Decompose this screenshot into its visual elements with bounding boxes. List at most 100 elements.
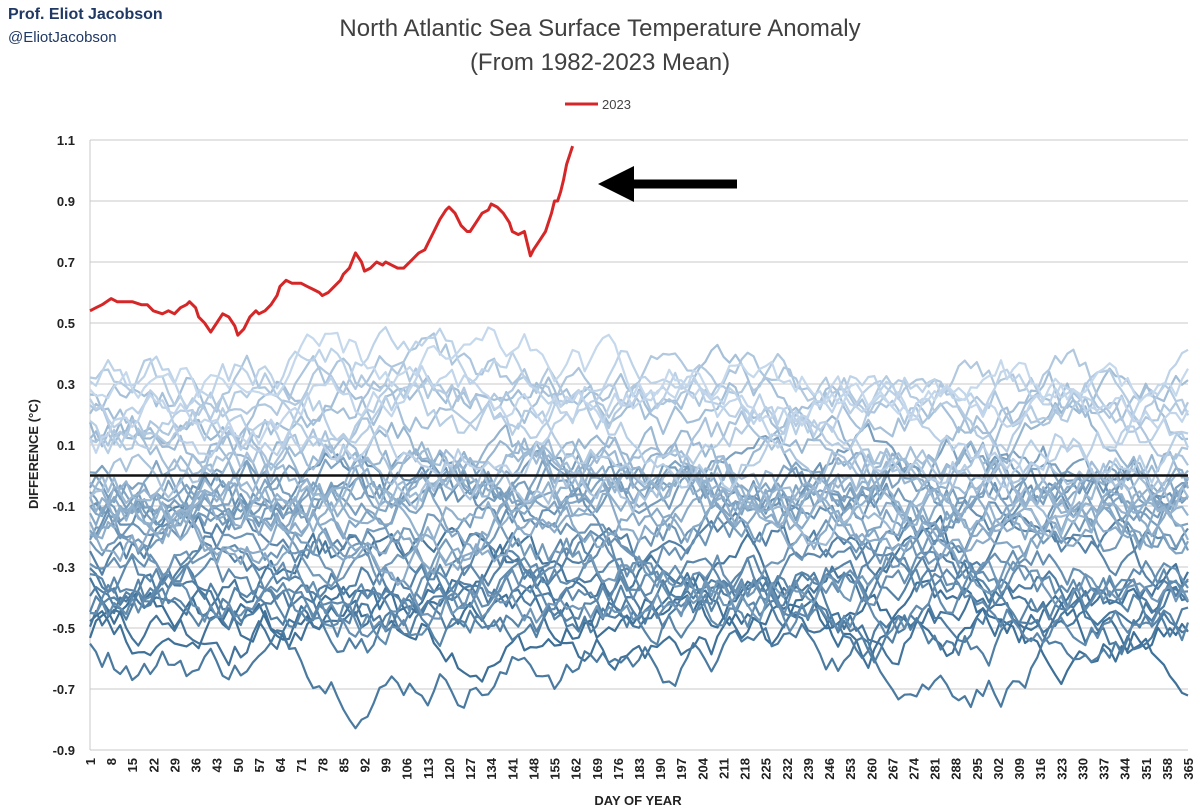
x-tick-label: 232	[780, 758, 795, 780]
x-tick-label: 358	[1160, 758, 1175, 780]
x-tick-label: 106	[400, 758, 415, 780]
historical-year-line	[89, 348, 1189, 447]
y-tick-label: 1.1	[57, 133, 75, 148]
x-tick-label: 169	[590, 758, 605, 780]
legend-label-2023: 2023	[602, 97, 631, 112]
x-tick-label: 239	[801, 758, 816, 780]
chart-title: North Atlantic Sea Surface Temperature A…	[339, 15, 861, 42]
x-tick-label: 64	[273, 757, 288, 772]
x-tick-label: 365	[1181, 758, 1196, 780]
y-tick-label: 0.5	[57, 316, 75, 331]
x-axis-ticks: 1 8 15 22 29 36 43 50 57 64 71 78 85 92 99 106 113 120 127…	[83, 757, 1196, 779]
arrow-head	[598, 166, 634, 202]
y-tick-label: -0.1	[53, 499, 75, 514]
x-tick-label: 127	[463, 758, 478, 780]
x-tick-label: 197	[674, 758, 689, 780]
y-tick-label: 0.7	[57, 255, 75, 270]
x-tick-label: 211	[716, 758, 731, 779]
historical-year-line	[89, 357, 1190, 486]
x-tick-label: 29	[167, 758, 182, 772]
x-tick-label: 183	[632, 758, 647, 780]
historical-year-line	[89, 410, 1189, 514]
author-handle: @EliotJacobson	[8, 29, 117, 46]
historical-year-line	[89, 519, 1189, 624]
historical-year-lines	[88, 326, 1190, 730]
x-tick-label: 246	[822, 758, 837, 780]
x-tick-label: 141	[505, 758, 520, 780]
x-tick-label: 22	[146, 758, 161, 772]
y-tick-label: -0.5	[53, 621, 75, 636]
x-tick-label: 316	[1033, 758, 1048, 780]
y-tick-label: 0.3	[57, 377, 75, 392]
x-tick-label: 134	[484, 757, 499, 779]
x-tick-label: 225	[759, 758, 774, 780]
x-tick-label: 155	[548, 758, 563, 780]
historical-year-line	[89, 537, 1189, 646]
historical-year-line	[89, 482, 1189, 586]
historical-year-line	[88, 552, 1190, 648]
historical-year-line	[89, 469, 1189, 575]
y-tick-label: -0.9	[53, 743, 75, 758]
x-tick-label: 260	[864, 758, 879, 780]
historical-year-line	[89, 563, 1189, 667]
historical-year-line	[89, 579, 1189, 697]
historical-year-line	[89, 567, 1189, 660]
x-tick-label: 281	[928, 758, 943, 780]
chart-title-block: North Atlantic Sea Surface Temperature A…	[0, 12, 1200, 80]
x-tick-label: 36	[189, 758, 204, 772]
x-tick-label: 50	[231, 758, 246, 772]
x-tick-label: 85	[336, 758, 351, 772]
historical-year-line	[89, 382, 1190, 491]
x-tick-label: 204	[695, 757, 710, 779]
x-tick-label: 337	[1097, 758, 1112, 780]
x-tick-label: 176	[611, 758, 626, 780]
x-tick-label: 43	[210, 758, 225, 772]
pointer-arrow	[598, 166, 737, 202]
historical-year-line	[89, 539, 1189, 647]
historical-year-line	[88, 442, 1190, 540]
x-tick-label: 344	[1118, 757, 1133, 779]
x-tick-label: 99	[379, 758, 394, 772]
historical-year-line	[89, 371, 1189, 479]
y-tick-label: -0.3	[53, 560, 75, 575]
x-tick-label: 148	[526, 758, 541, 780]
historical-year-line	[89, 596, 1189, 730]
chart-subtitle: (From 1982-2023 Mean)	[469, 49, 731, 76]
y-axis-ticks: 1.1 0.9 0.7 0.5 0.3 0.1 -0.1 -0.3 -0.5 -0.7 -0.9	[53, 133, 75, 758]
x-tick-label: 1	[83, 758, 98, 765]
x-tick-label: 253	[843, 758, 858, 780]
historical-year-line	[89, 326, 1189, 422]
x-tick-label: 57	[252, 758, 267, 772]
historical-year-line	[89, 530, 1189, 638]
x-tick-label: 218	[738, 758, 753, 780]
x-tick-label: 92	[358, 758, 373, 772]
x-tick-label: 8	[104, 758, 119, 765]
x-tick-label: 330	[1075, 758, 1090, 780]
x-tick-label: 295	[970, 758, 985, 780]
x-tick-label: 302	[991, 758, 1006, 780]
historical-year-line	[88, 365, 1189, 454]
x-axis-title: DAY OF YEAR	[594, 793, 682, 808]
x-tick-label: 120	[442, 758, 457, 780]
y-tick-label: -0.7	[53, 682, 75, 697]
x-tick-label: 323	[1054, 758, 1069, 780]
legend: 2023	[565, 97, 631, 112]
x-tick-label: 71	[294, 758, 309, 772]
x-tick-label: 162	[569, 758, 584, 780]
x-tick-label: 274	[907, 757, 922, 779]
y-tick-label: 0.1	[57, 438, 75, 453]
x-tick-label: 309	[1012, 758, 1027, 780]
author-name: Prof. Eliot Jacobson	[8, 6, 163, 23]
x-tick-label: 288	[949, 758, 964, 780]
x-tick-label: 15	[125, 758, 140, 772]
historical-year-line	[89, 332, 1189, 460]
highlight-series	[89, 145, 575, 337]
historical-year-line	[89, 367, 1189, 480]
historical-year-line	[89, 504, 1189, 602]
series-line-2023	[89, 145, 575, 337]
x-tick-label: 78	[315, 758, 330, 772]
x-tick-label: 113	[421, 758, 436, 779]
x-tick-label: 351	[1139, 758, 1154, 780]
x-tick-label: 190	[653, 758, 668, 780]
